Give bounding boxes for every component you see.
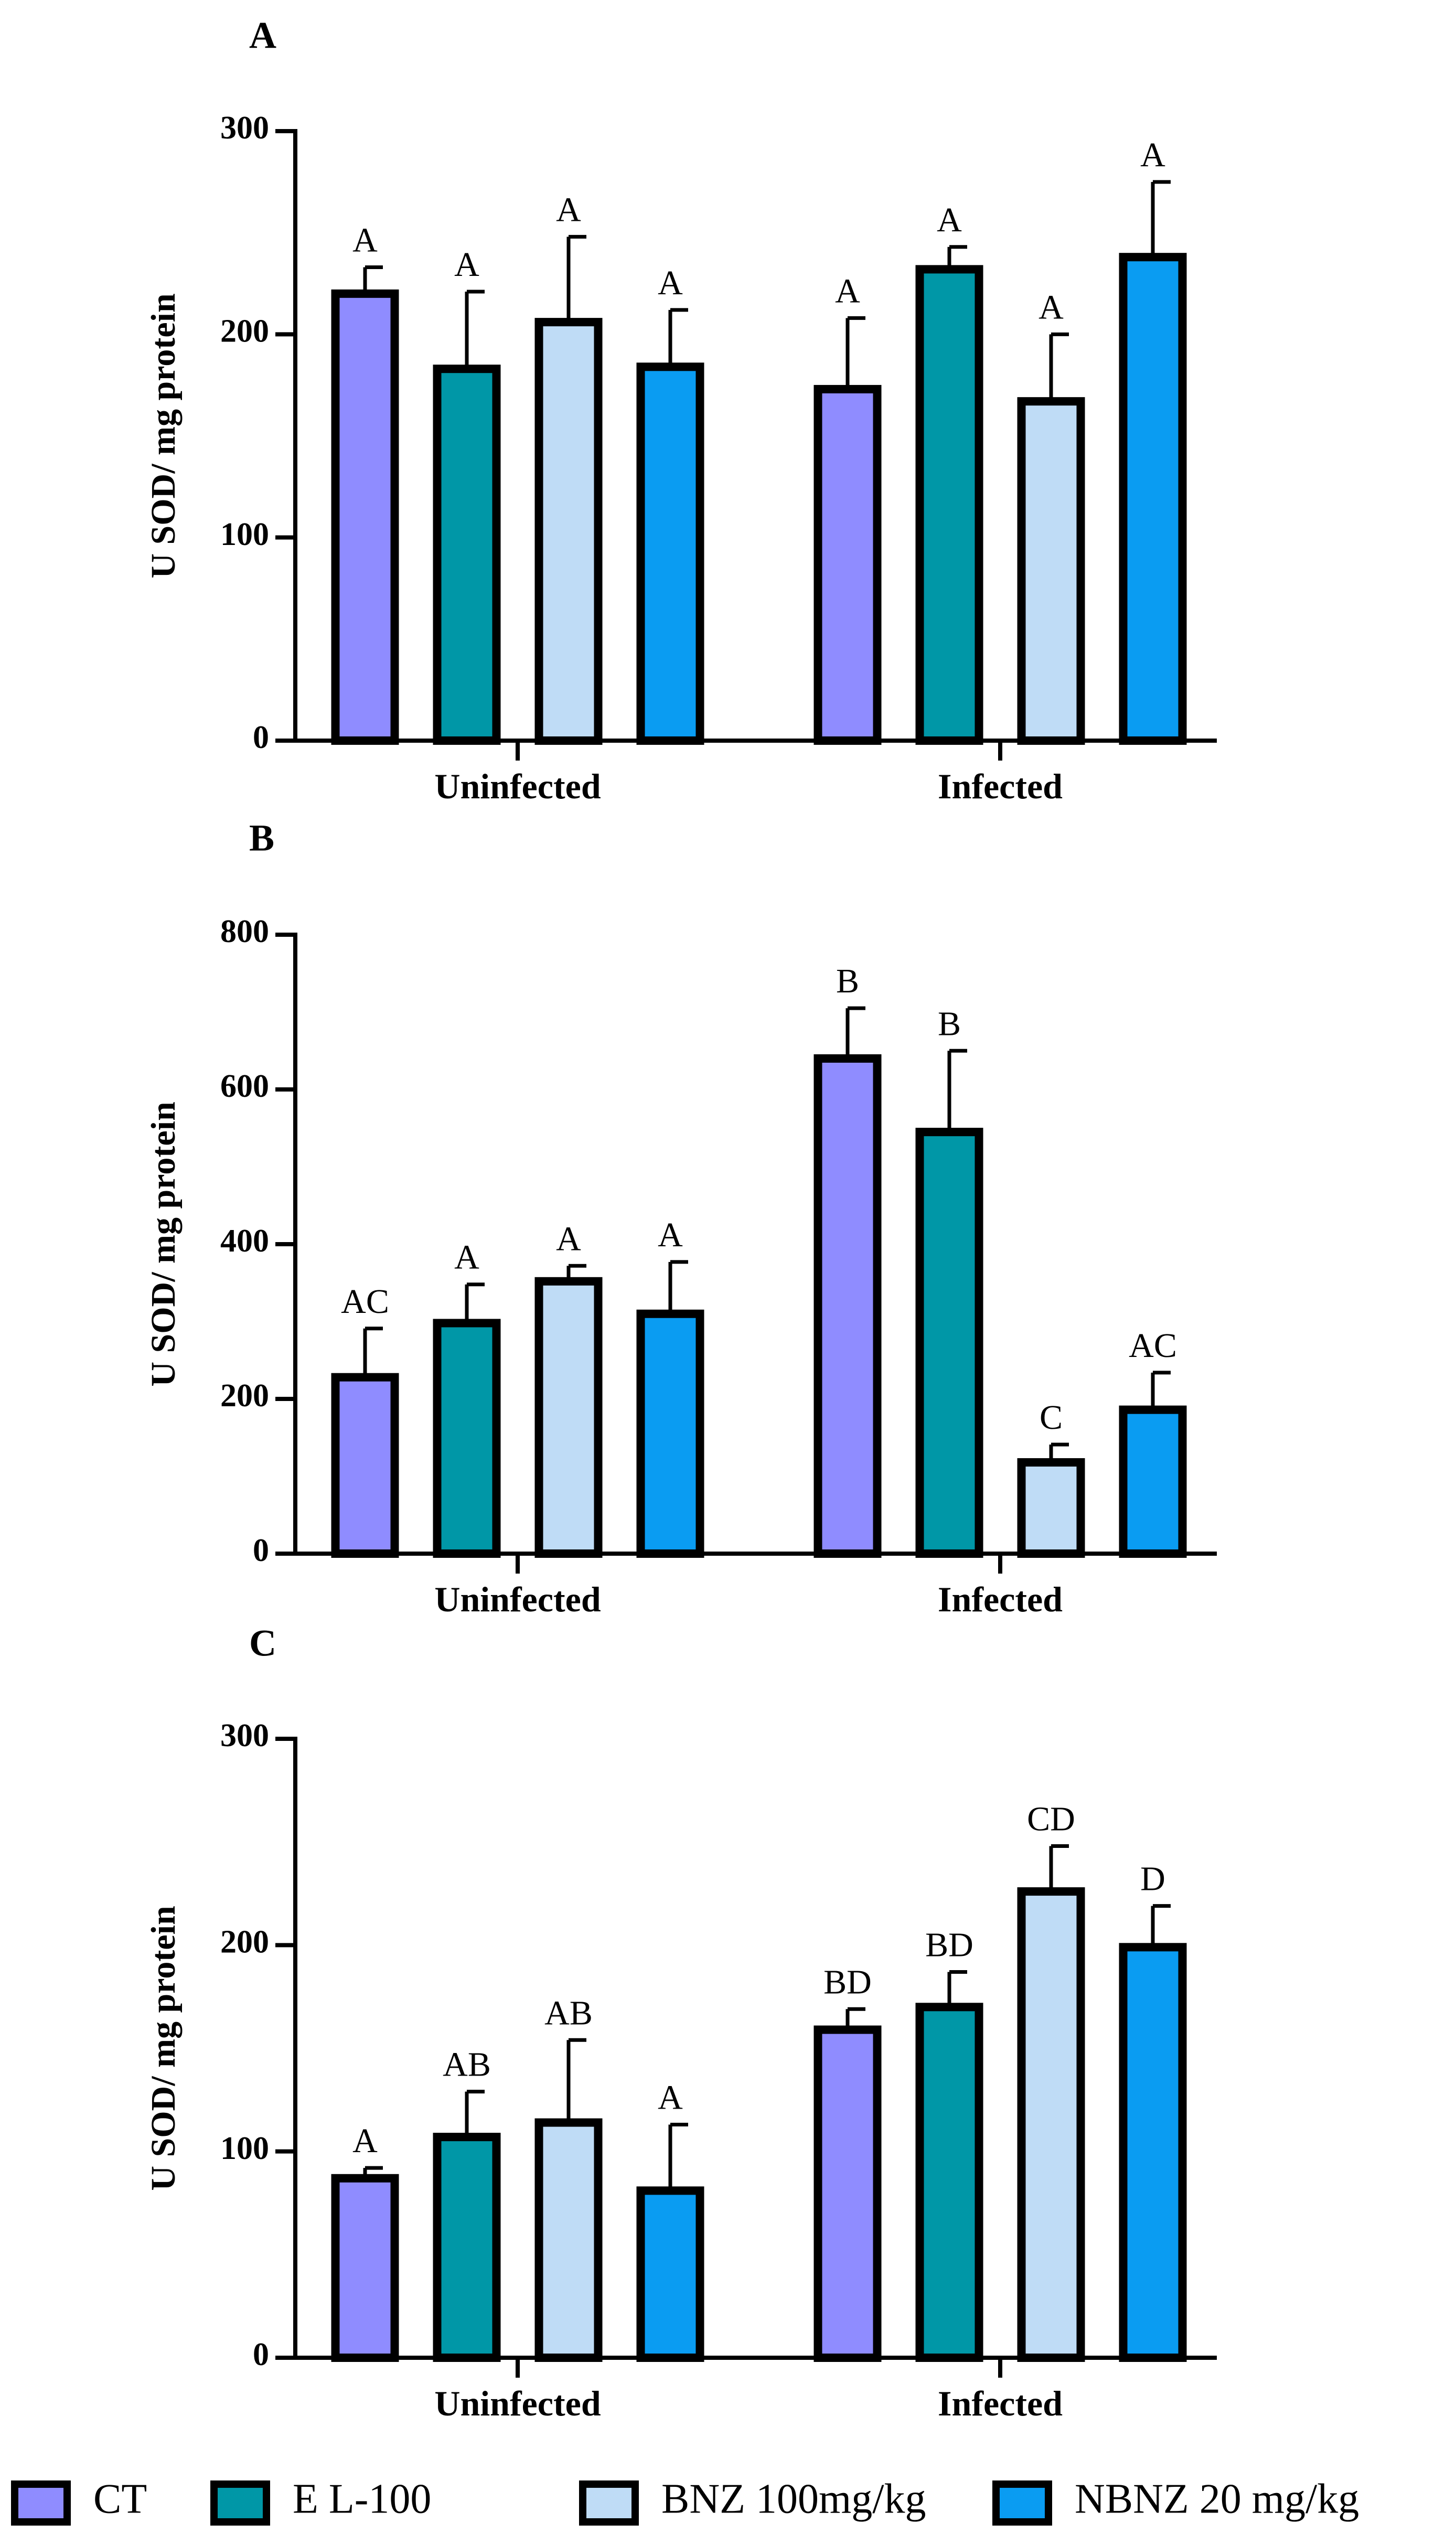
significance-label: CD	[1027, 1800, 1075, 1838]
legend: CT E L-100 BNZ 100mg/kg NBNZ 20 mg/kg	[11, 2476, 1359, 2526]
bar	[331, 2174, 399, 2362]
bar	[1119, 1943, 1187, 2362]
y-axis-label: U SOD/ mg protein	[144, 1906, 183, 2190]
y-tick-label: 0	[253, 720, 269, 755]
legend-label: CT	[93, 2476, 147, 2522]
significance-label: C	[1040, 1398, 1063, 1437]
significance-label: A	[835, 272, 860, 310]
x-category-label: Infected	[938, 2383, 1063, 2423]
y-tick-label: 0	[253, 2337, 269, 2372]
bar	[433, 365, 501, 745]
bar	[915, 265, 983, 745]
significance-label: B	[836, 962, 859, 1000]
panel-a: A U SOD/ mg protein 0 100 200 300 Uninfected In…	[144, 15, 1217, 806]
significance-label: AB	[544, 1994, 593, 2032]
x-category-label: Uninfected	[434, 766, 601, 806]
bar	[1119, 253, 1187, 745]
legend-label: BNZ 100mg/kg	[661, 2476, 926, 2522]
panel-b: B U SOD/ mg protein 0 200 400 600 800 Uninfecte…	[144, 817, 1217, 1619]
bar	[331, 289, 399, 745]
bar	[433, 2133, 501, 2362]
panel-letter: B	[249, 817, 274, 859]
legend-item: BNZ 100mg/kg	[579, 2476, 926, 2526]
significance-label: D	[1140, 1860, 1165, 1898]
bar	[915, 1128, 983, 1558]
significance-label: BD	[925, 1926, 973, 1964]
panel-letter: A	[249, 15, 276, 57]
x-category-label: Infected	[938, 1579, 1063, 1619]
bar	[813, 384, 882, 745]
legend-swatch	[992, 2480, 1052, 2526]
legend-label: NBNZ 20 mg/kg	[1075, 2476, 1359, 2522]
bar	[915, 2003, 983, 2362]
legend-swatch	[11, 2480, 71, 2526]
significance-label: A	[454, 245, 479, 284]
bar	[636, 1309, 704, 1558]
y-tick-label: 200	[220, 1378, 269, 1414]
x-category-label: Uninfected	[434, 1579, 601, 1619]
x-category-label: Infected	[938, 766, 1063, 806]
panel-c: C U SOD/ mg protein 0 100 200 300 Uninfected In…	[144, 1622, 1217, 2423]
bar	[1017, 1887, 1085, 2362]
y-tick-label: 100	[220, 2131, 269, 2166]
significance-label: A	[1039, 288, 1064, 326]
bar	[534, 1277, 603, 1558]
y-tick-label: 0	[253, 1533, 269, 1568]
panels: A U SOD/ mg protein 0 100 200 300 Uninfected In…	[144, 15, 1217, 2423]
significance-label: BD	[823, 1963, 872, 2001]
y-axis-label: U SOD/ mg protein	[144, 1102, 183, 1386]
bar	[813, 2025, 882, 2362]
significance-label: A	[556, 190, 581, 229]
bar	[534, 318, 603, 745]
bar	[1017, 397, 1085, 745]
legend-swatch	[579, 2480, 639, 2526]
y-tick-label: 400	[220, 1223, 269, 1259]
significance-label: AC	[341, 1282, 389, 1321]
significance-label: A	[658, 264, 683, 302]
bar	[636, 2186, 704, 2362]
legend-item: CT	[11, 2476, 147, 2526]
y-axis-label: U SOD/ mg protein	[144, 293, 183, 578]
significance-label: A	[352, 2122, 378, 2160]
y-tick-label: 800	[220, 914, 269, 949]
panel-letter: C	[249, 1622, 276, 1664]
legend-item: E L-100	[210, 2476, 431, 2526]
significance-label: A	[352, 221, 378, 260]
y-tick-label: 100	[220, 517, 269, 552]
bar	[534, 2118, 603, 2362]
significance-label: A	[658, 1216, 683, 1254]
bar	[636, 362, 704, 745]
bar	[1119, 1405, 1187, 1558]
y-tick-label: 300	[220, 1718, 269, 1753]
bar	[433, 1319, 501, 1558]
y-tick-label: 200	[220, 314, 269, 349]
significance-label: AB	[443, 2046, 491, 2084]
y-tick-label: 200	[220, 1924, 269, 1960]
significance-label: A	[658, 2079, 683, 2117]
significance-label: A	[1140, 136, 1165, 174]
significance-label: A	[937, 201, 962, 239]
legend-item: NBNZ 20 mg/kg	[992, 2476, 1359, 2526]
bar	[813, 1054, 882, 1558]
bar	[331, 1373, 399, 1558]
significance-label: A	[556, 1220, 581, 1258]
significance-label: B	[938, 1004, 961, 1043]
y-tick-label: 300	[220, 110, 269, 146]
legend-swatch	[210, 2480, 270, 2526]
y-tick-label: 600	[220, 1068, 269, 1104]
significance-label: AC	[1129, 1327, 1177, 1365]
significance-label: A	[454, 1238, 479, 1277]
bar	[1017, 1458, 1085, 1558]
legend-label: E L-100	[293, 2476, 431, 2522]
x-category-label: Uninfected	[434, 2383, 601, 2423]
